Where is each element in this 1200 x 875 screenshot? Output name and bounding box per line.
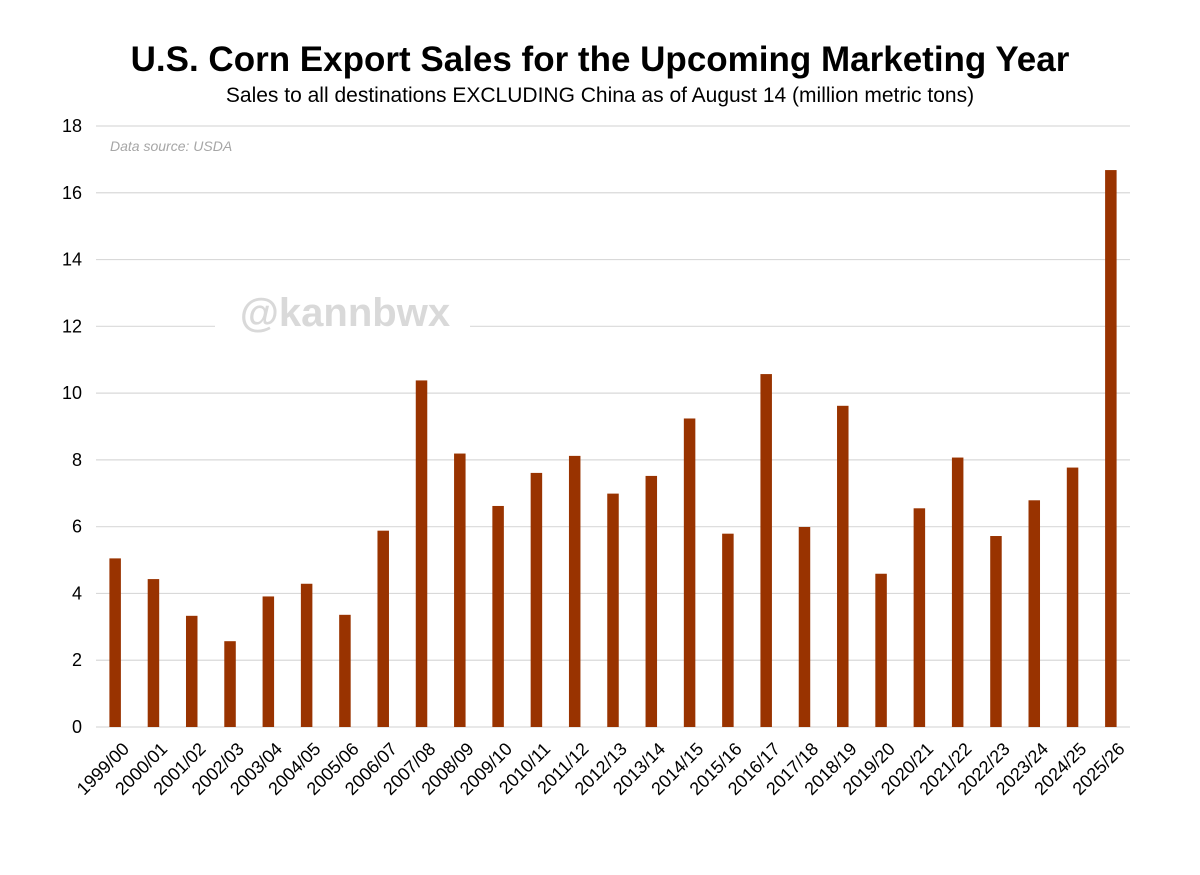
y-tick-label: 16 — [62, 183, 82, 203]
bar — [1066, 467, 1079, 727]
bar — [492, 505, 504, 727]
bar — [645, 475, 658, 727]
y-tick-label: 0 — [72, 717, 82, 737]
x-axis-labels: 1999/002000/012001/022002/032003/042004/… — [73, 739, 1129, 799]
bar — [1028, 500, 1041, 727]
chart-title: U.S. Corn Export Sales for the Upcoming … — [130, 40, 1070, 79]
bar — [683, 418, 696, 727]
bar — [109, 558, 121, 727]
bar — [875, 573, 887, 727]
bar — [224, 641, 236, 727]
bar — [147, 579, 160, 727]
bar — [339, 614, 351, 727]
bar — [262, 596, 275, 727]
y-axis-labels: 0 2 4 6 8 10 12 14 16 18 — [62, 116, 82, 737]
chart-subtitle: Sales to all destinations EXCLUDING Chin… — [225, 84, 975, 107]
bar — [454, 453, 466, 727]
y-tick-label: 8 — [72, 450, 82, 470]
data-source-note: Data source: USDA — [110, 138, 232, 154]
bar — [415, 380, 428, 727]
bar — [798, 527, 811, 727]
bar — [607, 493, 619, 727]
bar — [913, 508, 926, 727]
bar — [1105, 170, 1117, 727]
bar — [951, 457, 964, 727]
bar — [185, 615, 198, 727]
bar — [760, 374, 772, 727]
y-tick-label: 6 — [72, 517, 82, 537]
y-tick-label: 10 — [62, 383, 82, 403]
y-tick-label: 18 — [62, 116, 82, 136]
y-tick-label: 2 — [72, 650, 82, 670]
bar — [837, 405, 849, 727]
y-tick-label: 12 — [62, 316, 82, 336]
y-tick-label: 4 — [72, 583, 82, 603]
bar — [530, 472, 543, 727]
bar — [568, 455, 581, 727]
watermark-background — [215, 283, 470, 343]
bars — [109, 170, 1117, 727]
y-tick-label: 14 — [62, 250, 82, 270]
watermark: @kannbwx — [240, 291, 450, 335]
bar — [722, 533, 734, 727]
bar — [377, 530, 389, 727]
bar — [300, 583, 313, 727]
bar — [990, 536, 1002, 727]
